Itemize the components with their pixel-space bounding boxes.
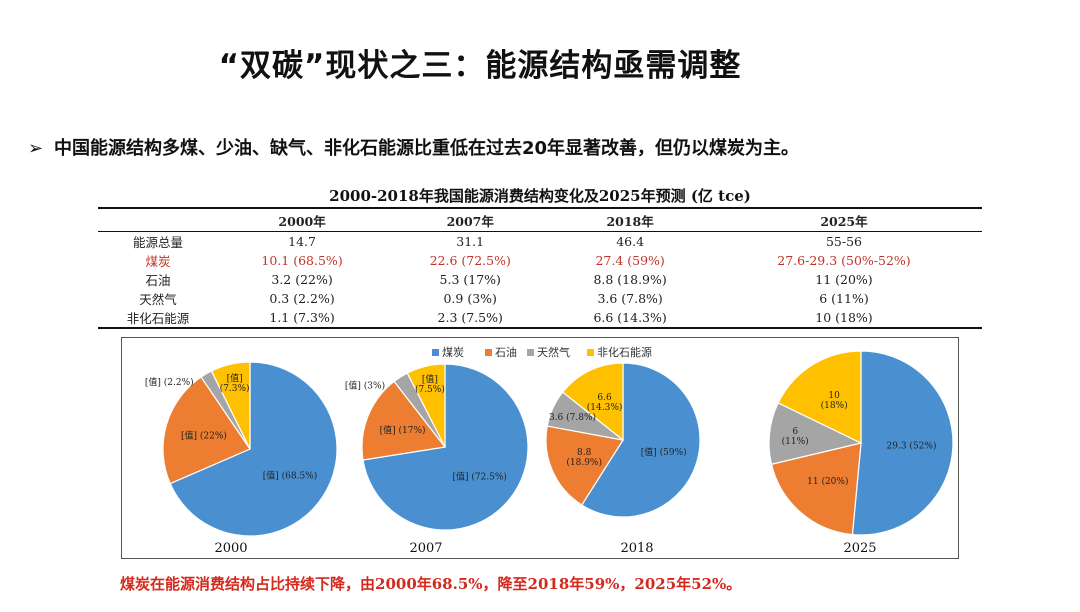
row-label: 非化石能源 <box>126 311 190 326</box>
table-cell: 10.1 (68.5%) <box>261 253 343 268</box>
table-row-oil: 石油 3.2 (22%) 5.3 (17%) 8.8 (18.9%) 11 (2… <box>98 270 982 289</box>
year-label: 2025 <box>843 541 876 556</box>
table-row-total: 能源总量 14.7 31.1 46.4 55-56 <box>98 232 982 252</box>
slice-label: [值] (22%) <box>181 430 227 442</box>
legend-label: 天然气 <box>537 345 570 359</box>
table-row-coal: 煤炭 10.1 (68.5%) 22.6 (72.5%) 27.4 (59%) … <box>98 251 982 270</box>
table-header-2000: 2000年 <box>218 208 387 232</box>
legend-swatch <box>432 349 439 356</box>
slice-label: [值] (2.2%) <box>145 376 194 388</box>
table-header-2025: 2025年 <box>705 208 982 232</box>
legend-label: 石油 <box>495 345 517 359</box>
row-label: 能源总量 <box>132 235 183 250</box>
conclusion-text: 煤炭在能源消费结构占比持续下降，由2000年68.5%，降至2018年59%，2… <box>120 575 742 593</box>
pie-slice <box>162 376 251 485</box>
slice-label: 11 (20%) <box>807 476 848 487</box>
table-cell: 27.4 (59%) <box>595 253 665 268</box>
table-cell: 0.9 (3%) <box>443 291 497 306</box>
slice-label: [值] <box>227 372 243 384</box>
year-label: 2007 <box>409 541 442 556</box>
pie-chart-panel: 煤炭 石油 天然气 非化石能源 [值] (68.5%) [值] (22%) [值] (2.2… <box>121 337 959 559</box>
table-header-blank <box>98 208 218 232</box>
pie-slice <box>545 425 624 506</box>
legend-label: 非化石能源 <box>597 345 652 359</box>
pie-slice <box>851 350 954 536</box>
pie-slice <box>561 362 624 442</box>
table-cell: 6.6 (14.3%) <box>593 310 667 325</box>
table-cell: 6 (11%) <box>819 291 869 306</box>
table-cell: 3.2 (22%) <box>271 272 333 287</box>
bullet-text: 中国能源结构多煤、少油、缺气、非化石能源比重低在过去20年显著改善，但仍以煤炭为… <box>54 138 800 159</box>
slice-label: (11%) <box>782 436 809 447</box>
table-cell: 5.3 (17%) <box>439 272 501 287</box>
legend-swatch <box>485 349 492 356</box>
slide-title: “双碳”现状之三：能源结构亟需调整 <box>218 48 742 84</box>
table-cell: 3.6 (7.8%) <box>597 291 663 306</box>
slice-label: 8.8 <box>577 448 592 458</box>
table-cell: 27.6-29.3 (50%-52%) <box>777 253 911 268</box>
legend-label: 煤炭 <box>442 346 464 359</box>
year-label: 2018 <box>620 541 653 556</box>
slice-label: [值] (3%) <box>345 379 385 391</box>
pie-slice <box>777 350 862 444</box>
slice-label: (7.3%) <box>220 383 250 394</box>
pie-slice <box>770 442 862 536</box>
slice-label: [值] <box>422 373 438 385</box>
slice-label: 29.3 (52%) <box>887 440 937 451</box>
table-cell: 2.3 (7.5%) <box>437 310 503 325</box>
slice-label: [值] (72.5%) <box>452 471 507 483</box>
row-label: 石油 <box>145 273 171 288</box>
slice-label: (7.5%) <box>415 384 445 395</box>
legend-swatch <box>587 349 594 356</box>
slice-label: [值] (17%) <box>380 424 426 436</box>
pie-slice <box>210 361 251 450</box>
slice-label: (18%) <box>821 400 848 411</box>
row-label: 天然气 <box>139 292 177 307</box>
table-title: 2000-2018年我国能源消费结构变化及2025年预测 (亿 tce) <box>329 187 751 205</box>
bullet-point: ➢ 中国能源结构多煤、少油、缺气、非化石能源比重低在过去20年显著改善，但仍以煤炭… <box>28 134 1068 160</box>
pie-slice <box>406 363 446 448</box>
table-row-nonfossil: 非化石能源 1.1 (7.3%) 2.3 (7.5%) 6.6 (14.3%) … <box>98 308 982 328</box>
slice-label: 3.6 (7.8%) <box>549 412 596 423</box>
table-header-2007: 2007年 <box>386 208 555 232</box>
slice-label: 6 <box>792 427 798 437</box>
slice-label: (14.3%) <box>587 402 623 413</box>
table-header-2018: 2018年 <box>554 208 706 232</box>
pie-slice <box>580 362 701 518</box>
table-cell: 11 (20%) <box>815 272 873 287</box>
pie-slice <box>361 380 447 461</box>
table-cell: 46.4 <box>616 234 645 249</box>
slice-label: 10 <box>828 391 840 401</box>
pie-slice <box>169 361 338 537</box>
legend-swatch <box>527 349 534 356</box>
table-cell: 1.1 (7.3%) <box>269 310 335 325</box>
table-header-row: 2000年 2007年 2018年 2025年 <box>98 208 982 232</box>
table-cell: 22.6 (72.5%) <box>429 253 511 268</box>
table-cell: 31.1 <box>456 234 485 249</box>
slice-label: [值] (68.5%) <box>263 469 318 481</box>
table-cell: 0.3 (2.2%) <box>269 291 335 306</box>
year-label: 2000 <box>214 541 247 556</box>
energy-consumption-table: 2000年 2007年 2018年 2025年 能源总量 14.7 31.1 4… <box>98 207 982 329</box>
slice-label: (18.9%) <box>566 457 602 468</box>
table-cell: 14.7 <box>288 234 316 249</box>
table-cell: 55-56 <box>825 234 862 249</box>
slice-label: [值] (59%) <box>641 446 687 458</box>
table-row-gas: 天然气 0.3 (2.2%) 0.9 (3%) 3.6 (7.8%) 6 (11… <box>98 289 982 308</box>
table-cell: 8.8 (18.9%) <box>593 272 667 287</box>
bullet-arrow-icon: ➢ <box>28 138 44 159</box>
slice-label: 6.6 <box>597 393 612 403</box>
pie-charts: 煤炭 石油 天然气 非化石能源 [值] (68.5%) [值] (22%) [值] (2.2… <box>145 345 954 556</box>
row-label: 煤炭 <box>145 254 171 269</box>
table-cell: 10 (18%) <box>815 310 873 325</box>
